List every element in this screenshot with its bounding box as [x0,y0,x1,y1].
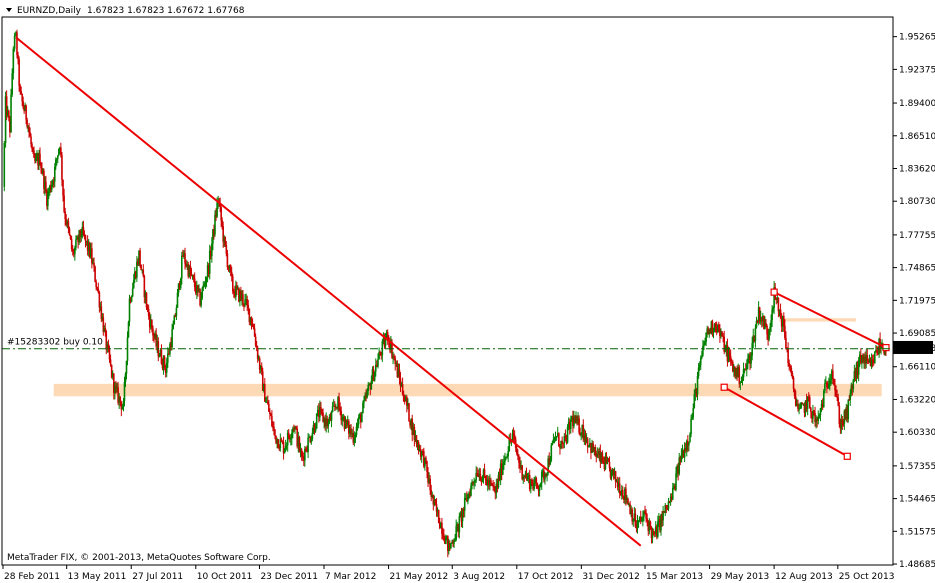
price-tick-label: 1.57355 [899,462,935,472]
date-tick-label: 23 Dec 2011 [260,572,318,582]
current-price-tag-bg [893,340,933,354]
trendline-2 [723,386,848,458]
order-label: #15283302 buy 0.10 [7,338,103,348]
symbol-timeframe: EURNZD,Daily [17,6,82,16]
price-tick-label: 1.69085 [899,329,935,339]
trendline-1 [773,291,887,349]
date-tick-label: 17 Oct 2012 [518,572,574,582]
plot-frame [1,16,894,566]
price-tick-label: 1.95265 [899,33,935,43]
price-axis: 1.95265 1.92375 1.89400 1.86510 1.83620 1.807… [893,33,935,570]
chart-header: EURNZD,Daily 1.67823 1.67823 1.67672 1.6… [6,6,245,16]
trendlines [15,36,890,547]
price-tick-label: 1.48685 [899,560,935,570]
price-tick-label: 1.89400 [899,99,935,109]
trendline-anchor [882,344,890,352]
date-tick-label: 13 May 2011 [68,572,127,582]
date-tick-label: 21 May 2012 [390,572,449,582]
price-tick-label: 1.74865 [899,264,935,274]
price-tick-label: 1.66110 [899,363,935,373]
price-tick-label: 1.51575 [899,527,935,537]
price-tick-label: 1.60330 [899,428,935,438]
current-price-tag: 1.67768 [893,340,935,354]
price-tick-label: 1.83620 [899,164,935,174]
date-tick-label: 28 Feb 2011 [4,572,60,582]
price-tick-label: 1.63220 [899,395,935,405]
plot-background [2,17,893,565]
trendline-anchor [770,288,778,296]
candles [3,29,887,558]
trendline-0 [15,36,642,547]
dropdown-arrow-icon[interactable] [6,8,12,12]
price-tick-label: 1.77755 [899,231,935,241]
current-price-value: 1.67768 [899,344,935,354]
zone-1 [779,318,856,322]
time-axis: 28 Feb 2011 13 May 2011 27 Jul 2011 10 Oct … [2,565,895,582]
zone-0 [53,383,882,397]
support-zones [53,318,882,397]
copyright-text: MetaTrader FIX, © 2001-2013, MetaQuotes … [7,553,271,563]
date-tick-label: 7 Mar 2012 [325,572,376,582]
date-tick-label: 29 May 2013 [711,572,770,582]
price-tick-label: 1.86510 [899,132,935,142]
price-tick-label: 1.80730 [899,197,935,207]
ohlc-values: 1.67823 1.67823 1.67672 1.67768 [87,6,245,16]
date-tick-label: 12 Aug 2013 [775,572,833,582]
trendline-anchor [720,383,728,391]
date-tick-label: 3 Aug 2012 [453,572,505,582]
date-tick-label: 15 Mar 2013 [646,572,703,582]
trendline-anchor [843,452,851,460]
price-tick-label: 1.92375 [899,65,935,75]
price-tick-label: 1.54465 [899,495,935,505]
date-tick-label: 25 Oct 2013 [839,572,895,582]
date-tick-label: 27 Jul 2011 [132,572,183,582]
date-tick-label: 10 Oct 2011 [197,572,253,582]
date-tick-label: 31 Dec 2012 [582,572,640,582]
price-tick-label: 1.71975 [899,296,935,306]
